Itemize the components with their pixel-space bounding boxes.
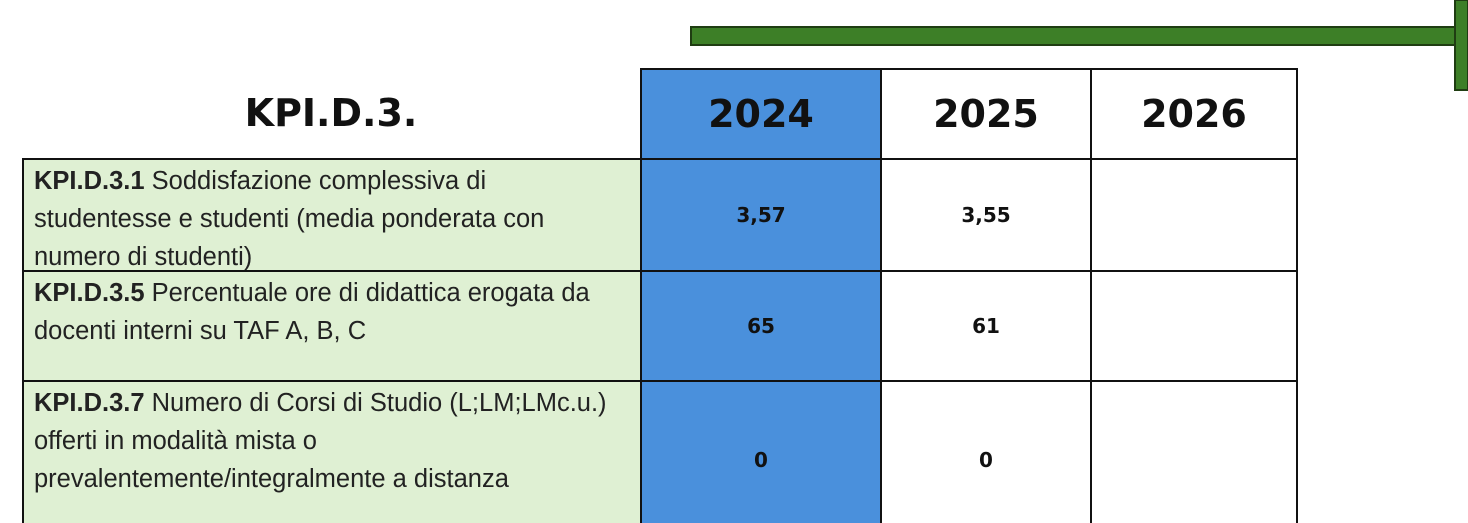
value-cell: [1090, 380, 1298, 523]
year-header: 2024: [640, 68, 882, 160]
kpi-code: KPI.D.3.5: [34, 279, 145, 307]
value-cell: 61: [880, 270, 1092, 382]
value-cell: 3,55: [880, 158, 1092, 272]
value-cell: 0: [640, 380, 882, 523]
label-text: KPI.D.3.7 Numero di Corsi di Studio (L;L…: [34, 384, 630, 498]
table-title: KPI.D.3.: [244, 91, 418, 135]
row-label: KPI.D.3.7 Numero di Corsi di Studio (L;L…: [22, 380, 642, 523]
kpi-code: KPI.D.3.7: [34, 389, 145, 417]
year-header: 2025: [880, 68, 1092, 160]
value-cell: 3,57: [640, 158, 882, 272]
kpi-text: Percentuale ore di didattica erogata da …: [34, 279, 590, 345]
value-cell: [1090, 270, 1298, 382]
kpi-code: KPI.D.3.1: [34, 167, 145, 195]
year-header: 2026: [1090, 68, 1298, 160]
label-text: KPI.D.3.1 Soddisfazione complessiva di s…: [34, 162, 630, 276]
value-cell: [1090, 158, 1298, 272]
kpi-text: Numero di Corsi di Studio (L;LM;LMc.u.) …: [34, 389, 607, 493]
value-cell: 65: [640, 270, 882, 382]
value-cell: 0: [880, 380, 1092, 523]
label-text: KPI.D.3.5 Percentuale ore di didattica e…: [34, 274, 630, 350]
kpi-text: Soddisfazione complessiva di studentesse…: [34, 167, 545, 271]
row-label: KPI.D.3.5 Percentuale ore di didattica e…: [22, 270, 642, 382]
row-label: KPI.D.3.1 Soddisfazione complessiva di s…: [22, 158, 642, 272]
